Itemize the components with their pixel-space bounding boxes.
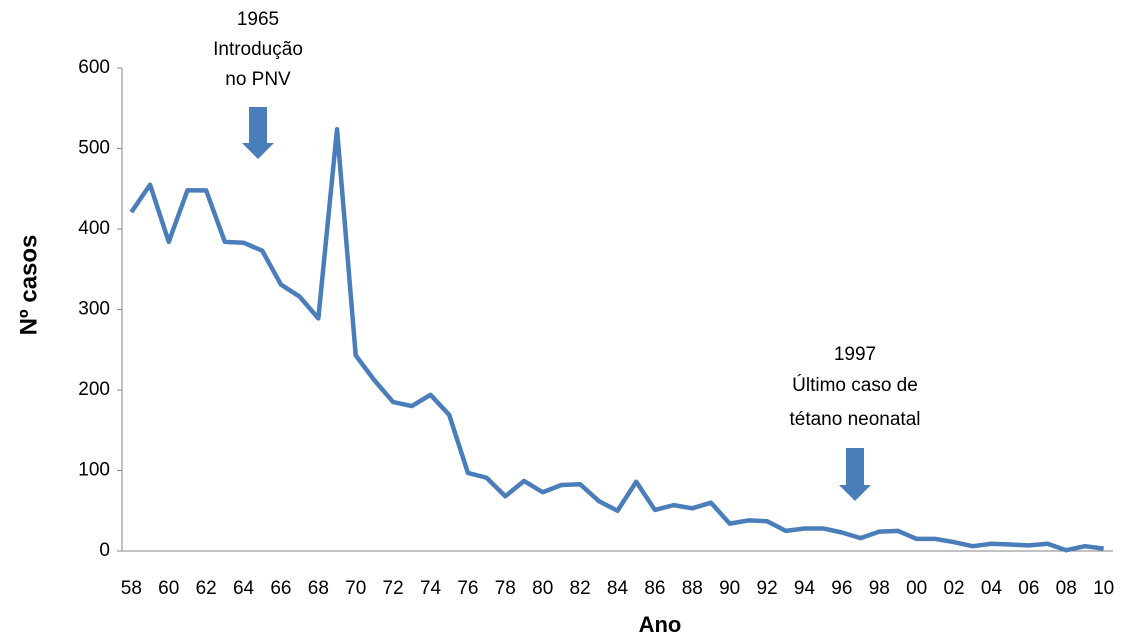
x-tick-label: 04 <box>981 578 1003 599</box>
x-tick-label: 02 <box>943 578 964 599</box>
y-tick-label: 500 <box>78 138 110 159</box>
x-axis-label: Ano <box>639 612 682 637</box>
y-tick-label: 400 <box>78 218 110 239</box>
x-tick-label: 86 <box>644 578 665 599</box>
x-tick-label: 96 <box>831 578 852 599</box>
annotation-text: no PNV <box>225 69 291 90</box>
x-tick-label: 80 <box>532 578 553 599</box>
x-tick-label: 82 <box>570 578 591 599</box>
x-tick-label: 90 <box>719 578 740 599</box>
x-tick-label: 76 <box>457 578 478 599</box>
annotation-text: tétano neonatal <box>789 409 920 430</box>
x-tick-label: 94 <box>794 578 816 599</box>
annotation-text: Último caso de <box>792 374 918 396</box>
x-tick-label: 74 <box>420 578 442 599</box>
annotation-1965: 1965 Introdução no PNV <box>213 9 303 159</box>
y-tick-label: 600 <box>78 57 110 78</box>
x-tick-label: 66 <box>270 578 291 599</box>
x-tick-label: 08 <box>1056 578 1077 599</box>
x-tick-label: 84 <box>607 578 629 599</box>
x-tick-label: 78 <box>495 578 516 599</box>
y-axis-label: Nº casos <box>15 235 42 336</box>
y-tick-label: 200 <box>78 379 110 400</box>
x-tick-label: 98 <box>869 578 890 599</box>
x-tick-label: 06 <box>1018 578 1039 599</box>
y-tick-label: 300 <box>78 299 110 320</box>
y-tick-label: 100 <box>78 460 110 481</box>
x-tick-label: 70 <box>345 578 366 599</box>
x-tick-label: 10 <box>1093 578 1114 599</box>
data-line <box>129 126 1104 553</box>
x-tick-label: 60 <box>158 578 179 599</box>
annotation-1997: 1997 Último caso de tétano neonatal <box>789 344 921 501</box>
x-tick-label: 58 <box>121 578 142 599</box>
annotation-text: 1997 <box>834 344 876 365</box>
x-tick-label: 62 <box>196 578 217 599</box>
x-tick-label: 68 <box>308 578 329 599</box>
arrow <box>839 448 871 501</box>
x-tick-label: 64 <box>233 578 255 599</box>
y-tick-label: 0 <box>99 540 110 561</box>
x-tick-label: 92 <box>757 578 778 599</box>
x-tick-label: 72 <box>383 578 404 599</box>
x-tick-label: 00 <box>906 578 927 599</box>
annotation-text: Introdução <box>213 39 303 60</box>
x-tick-label: 88 <box>682 578 703 599</box>
arrow <box>242 107 274 159</box>
annotation-text: 1965 <box>237 9 279 30</box>
